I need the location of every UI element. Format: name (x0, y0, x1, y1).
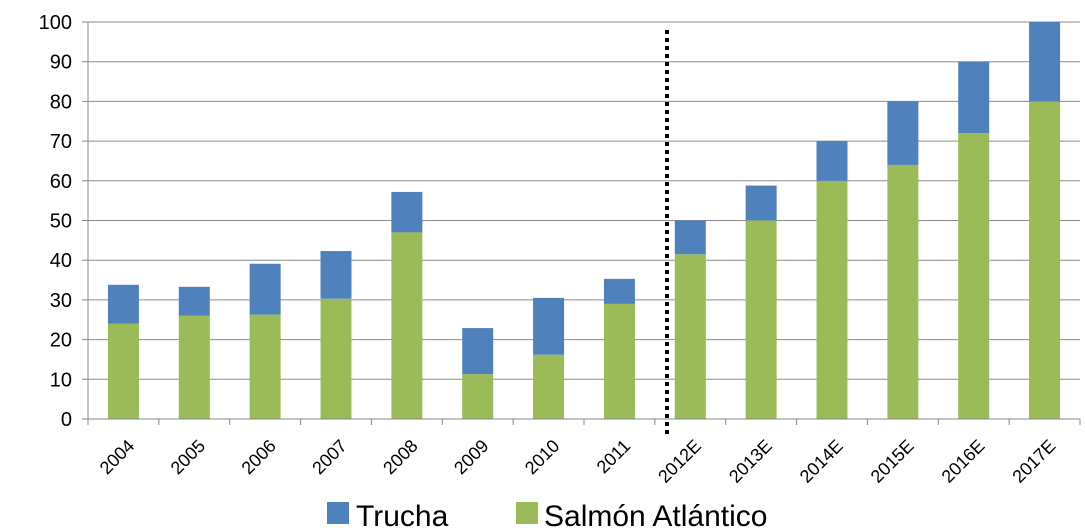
y-tick-label: 100 (39, 12, 72, 34)
x-tick-label: 2012E (654, 436, 705, 487)
bar-salmon-2007 (320, 298, 352, 419)
gridlines (88, 21, 1080, 380)
y-tick-label: 40 (50, 250, 72, 272)
bar-trucha-2015e (887, 101, 919, 165)
bar-trucha-2017e (1029, 22, 1061, 102)
x-tick-label: 2013E (725, 436, 776, 487)
x-tick-label: 2009 (450, 436, 492, 478)
legend-swatch-salmon (516, 502, 538, 524)
bar-salmon-2008 (391, 232, 423, 419)
legend: Trucha Salmón Atlántico (327, 500, 767, 528)
bar-salmon-2016e (958, 133, 990, 419)
bar-trucha-2005 (178, 286, 210, 316)
y-tick-label: 50 (50, 211, 72, 233)
bar-salmon-2011 (603, 303, 635, 419)
bar-salmon-2010 (533, 354, 565, 419)
bar-salmon-2006 (249, 314, 281, 419)
x-tick-label: 2014E (796, 436, 847, 487)
x-tick-label: 2010 (521, 436, 563, 478)
x-tick-label: 2007 (308, 436, 350, 478)
bar-trucha-2011 (603, 278, 635, 304)
x-tick-label: 2017E (1008, 436, 1059, 487)
bar-trucha-2016e (958, 61, 990, 134)
bar-salmon-2004 (107, 323, 139, 419)
bar-trucha-2012e (674, 220, 706, 255)
x-tick-label: 2004 (96, 436, 138, 478)
y-tick-label: 30 (50, 290, 72, 312)
bar-salmon-2013e (745, 220, 777, 419)
bar-salmon-2015e (887, 164, 919, 419)
bar-salmon-2014e (816, 180, 848, 419)
x-tick-label: 2011 (593, 436, 635, 478)
y-tick-label: 0 (61, 409, 72, 431)
y-tick-label: 10 (50, 369, 72, 391)
legend-swatch-trucha (327, 502, 349, 524)
y-tick-label: 80 (50, 91, 72, 113)
y-tick-label: 90 (50, 52, 72, 74)
bar-trucha-2008 (391, 191, 423, 233)
bar-trucha-2013e (745, 185, 777, 221)
bar-salmon-2017e (1029, 101, 1061, 420)
legend-label-trucha: Trucha (356, 500, 449, 528)
bar-trucha-2007 (320, 251, 352, 299)
bar-trucha-2004 (107, 284, 139, 324)
y-tick-label: 70 (50, 131, 72, 153)
legend-label-salmon: Salmón Atlántico (544, 500, 767, 528)
bar-trucha-2009 (462, 328, 494, 375)
x-tick-label: 2006 (238, 436, 280, 478)
y-tick-label: 60 (50, 171, 72, 193)
bar-trucha-2014e (816, 141, 848, 181)
x-tick-label: 2015E (867, 436, 918, 487)
bars (107, 22, 1061, 420)
x-tick-label: 2016E (938, 436, 989, 487)
x-tick-label: 2005 (167, 436, 209, 478)
y-tick-label: 20 (50, 330, 72, 352)
bar-salmon-2012e (674, 254, 706, 419)
bar-trucha-2006 (249, 263, 281, 315)
bar-salmon-2005 (178, 315, 210, 419)
x-tick-label: 2008 (379, 436, 421, 478)
bar-trucha-2010 (533, 297, 565, 355)
bar-salmon-2009 (462, 374, 494, 419)
